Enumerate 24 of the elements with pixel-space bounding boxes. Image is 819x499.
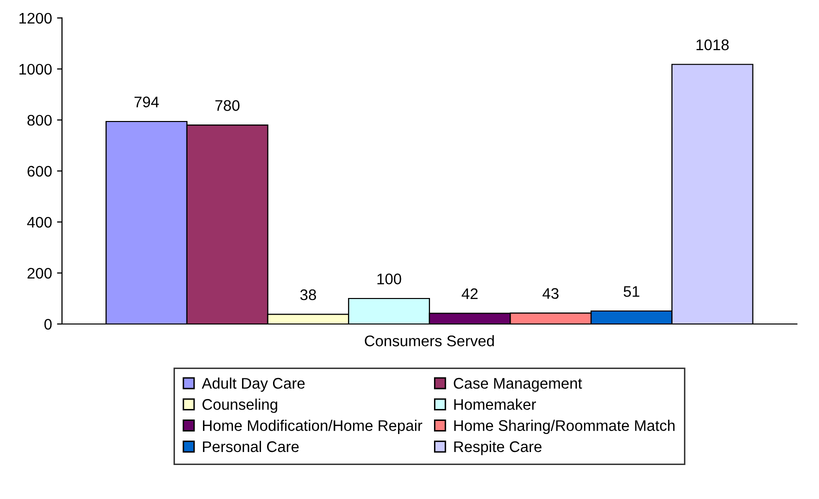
y-tick-label: 0 bbox=[44, 318, 52, 330]
data-label: 43 bbox=[542, 288, 559, 299]
data-label: 780 bbox=[215, 100, 240, 111]
legend-label: Home Sharing/Roommate Match bbox=[454, 420, 675, 434]
y-tick-label: 1000 bbox=[19, 64, 52, 75]
legend-label: Counseling bbox=[202, 398, 278, 413]
data-label: 1018 bbox=[696, 39, 729, 50]
legend-label: Homemaker bbox=[454, 398, 536, 410]
data-label: 38 bbox=[300, 289, 316, 300]
legend-label: Adult Day Care bbox=[202, 378, 305, 392]
legend-label: Case Management bbox=[454, 378, 582, 392]
y-tick-label: 1200 bbox=[19, 12, 52, 24]
data-label: 42 bbox=[462, 288, 478, 300]
y-tick-label: 400 bbox=[27, 216, 52, 228]
data-label: 794 bbox=[134, 96, 159, 108]
data-label: 51 bbox=[624, 286, 640, 297]
data-label: 100 bbox=[377, 274, 402, 284]
legend-label: Personal Care bbox=[202, 440, 299, 452]
legend-label: Respite Care bbox=[454, 440, 542, 456]
y-tick-label: 600 bbox=[28, 166, 52, 177]
y-tick-label: 200 bbox=[28, 268, 52, 279]
x-tick-label: Consumers Served bbox=[364, 335, 494, 346]
legend-label: Home Modification/Home Repair bbox=[202, 420, 422, 434]
y-tick-label: 800 bbox=[27, 114, 52, 126]
